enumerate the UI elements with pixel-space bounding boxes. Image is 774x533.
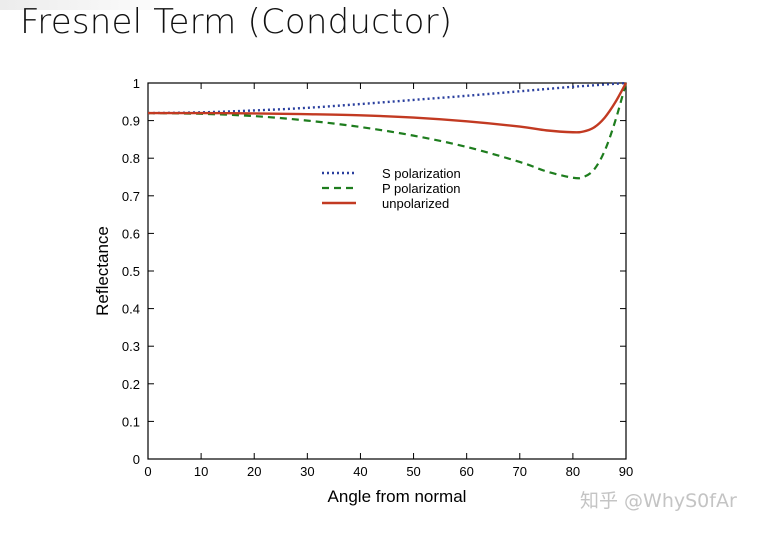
x-tick-label: 30 bbox=[300, 464, 314, 479]
y-tick-label: 0 bbox=[133, 452, 140, 467]
x-tick-label: 90 bbox=[619, 464, 633, 479]
x-tick-label: 50 bbox=[406, 464, 420, 479]
y-tick-label: 0.7 bbox=[122, 189, 140, 204]
y-tick-label: 0.9 bbox=[122, 114, 140, 129]
series-layer bbox=[147, 81, 628, 180]
x-tick-label: 80 bbox=[566, 464, 580, 479]
title-ghost-decoration bbox=[0, 0, 160, 10]
legend-label-s-polarization: S polarization bbox=[382, 166, 461, 181]
x-axis-label: Angle from normal bbox=[328, 487, 467, 506]
legend-label-unpolarized: unpolarized bbox=[382, 196, 449, 211]
watermark-text: 知乎 @WhyS0fAr bbox=[580, 490, 737, 512]
plot-frame bbox=[147, 82, 627, 460]
y-tick-label: 0.1 bbox=[122, 414, 140, 429]
y-tick-label: 0.4 bbox=[122, 302, 140, 317]
legend-label-p-polarization: P polarization bbox=[382, 181, 461, 196]
y-tick-label: 0.3 bbox=[122, 339, 140, 354]
axes-layer: 0 10 20 30 40 50 60 70 80 90 0 0.1 0.2 0.3 0.4 0.5 0.6 0.… bbox=[93, 76, 633, 506]
y-tick-label: 0.6 bbox=[122, 226, 140, 241]
y-tick-label: 0.5 bbox=[122, 264, 140, 279]
series-line-unpolarized bbox=[147, 82, 628, 134]
x-tick-label: 60 bbox=[459, 464, 473, 479]
x-tick-label: 70 bbox=[513, 464, 527, 479]
x-tick-label: 20 bbox=[247, 464, 261, 479]
x-tick-label: 10 bbox=[194, 464, 208, 479]
series-line-p-polarization bbox=[147, 82, 628, 180]
x-tick-label: 0 bbox=[144, 464, 151, 479]
y-axis-label: Reflectance bbox=[93, 226, 112, 316]
series-line-s-polarization bbox=[147, 81, 627, 115]
slide-title: Fresnel Term (Conductor) bbox=[20, 2, 453, 42]
y-tick-label: 0.8 bbox=[122, 151, 140, 166]
x-tick-label: 40 bbox=[353, 464, 367, 479]
y-tick-label: 1 bbox=[133, 76, 140, 91]
y-tick-label: 0.2 bbox=[122, 377, 140, 392]
